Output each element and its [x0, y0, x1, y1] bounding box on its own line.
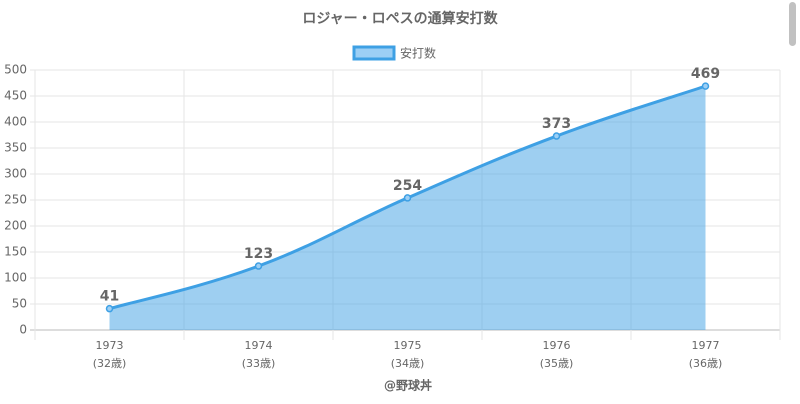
x-tick-label: (33歳) [242, 357, 276, 370]
data-label: 373 [542, 116, 571, 132]
data-label: 123 [244, 246, 273, 262]
x-tick-label: 1975 [394, 339, 422, 352]
y-tick-label: 250 [4, 193, 27, 207]
x-tick-label: (34歳) [391, 357, 425, 370]
y-tick-label: 0 [19, 323, 27, 337]
point [403, 194, 412, 202]
point [105, 304, 114, 313]
legend-label[interactable]: 安打数 [400, 46, 436, 61]
y-tick-label: 50 [12, 297, 27, 311]
credit: @野球丼 [384, 378, 432, 393]
data-label: 41 [100, 289, 119, 305]
x-tick-label: 1974 [245, 339, 273, 352]
y-tick-label: 350 [4, 141, 27, 155]
point [701, 82, 710, 90]
y-tick-label: 400 [4, 115, 27, 129]
y-tick-label: 450 [4, 89, 27, 103]
y-tick-label: 500 [4, 63, 27, 77]
data-label: 469 [691, 66, 720, 82]
x-tick-label: (35歳) [540, 357, 574, 370]
point [254, 262, 263, 270]
scrollbar[interactable] [789, 2, 796, 46]
y-tick-label: 100 [4, 271, 27, 285]
y-tick-label: 150 [4, 245, 27, 259]
y-tick-label: 300 [4, 167, 27, 181]
x-tick-label: 1977 [692, 339, 720, 352]
x-tick-label: 1976 [543, 339, 571, 352]
point [552, 132, 561, 140]
x-tick-label: 1973 [96, 339, 124, 352]
x-tick-label: (32歳) [93, 357, 127, 370]
y-tick-label: 200 [4, 219, 27, 233]
legend-swatch [352, 45, 396, 61]
chart-title: ロジャー・ロペスの通算安打数 [302, 10, 498, 27]
x-tick-label: (36歳) [689, 357, 723, 370]
data-label: 254 [393, 178, 422, 194]
